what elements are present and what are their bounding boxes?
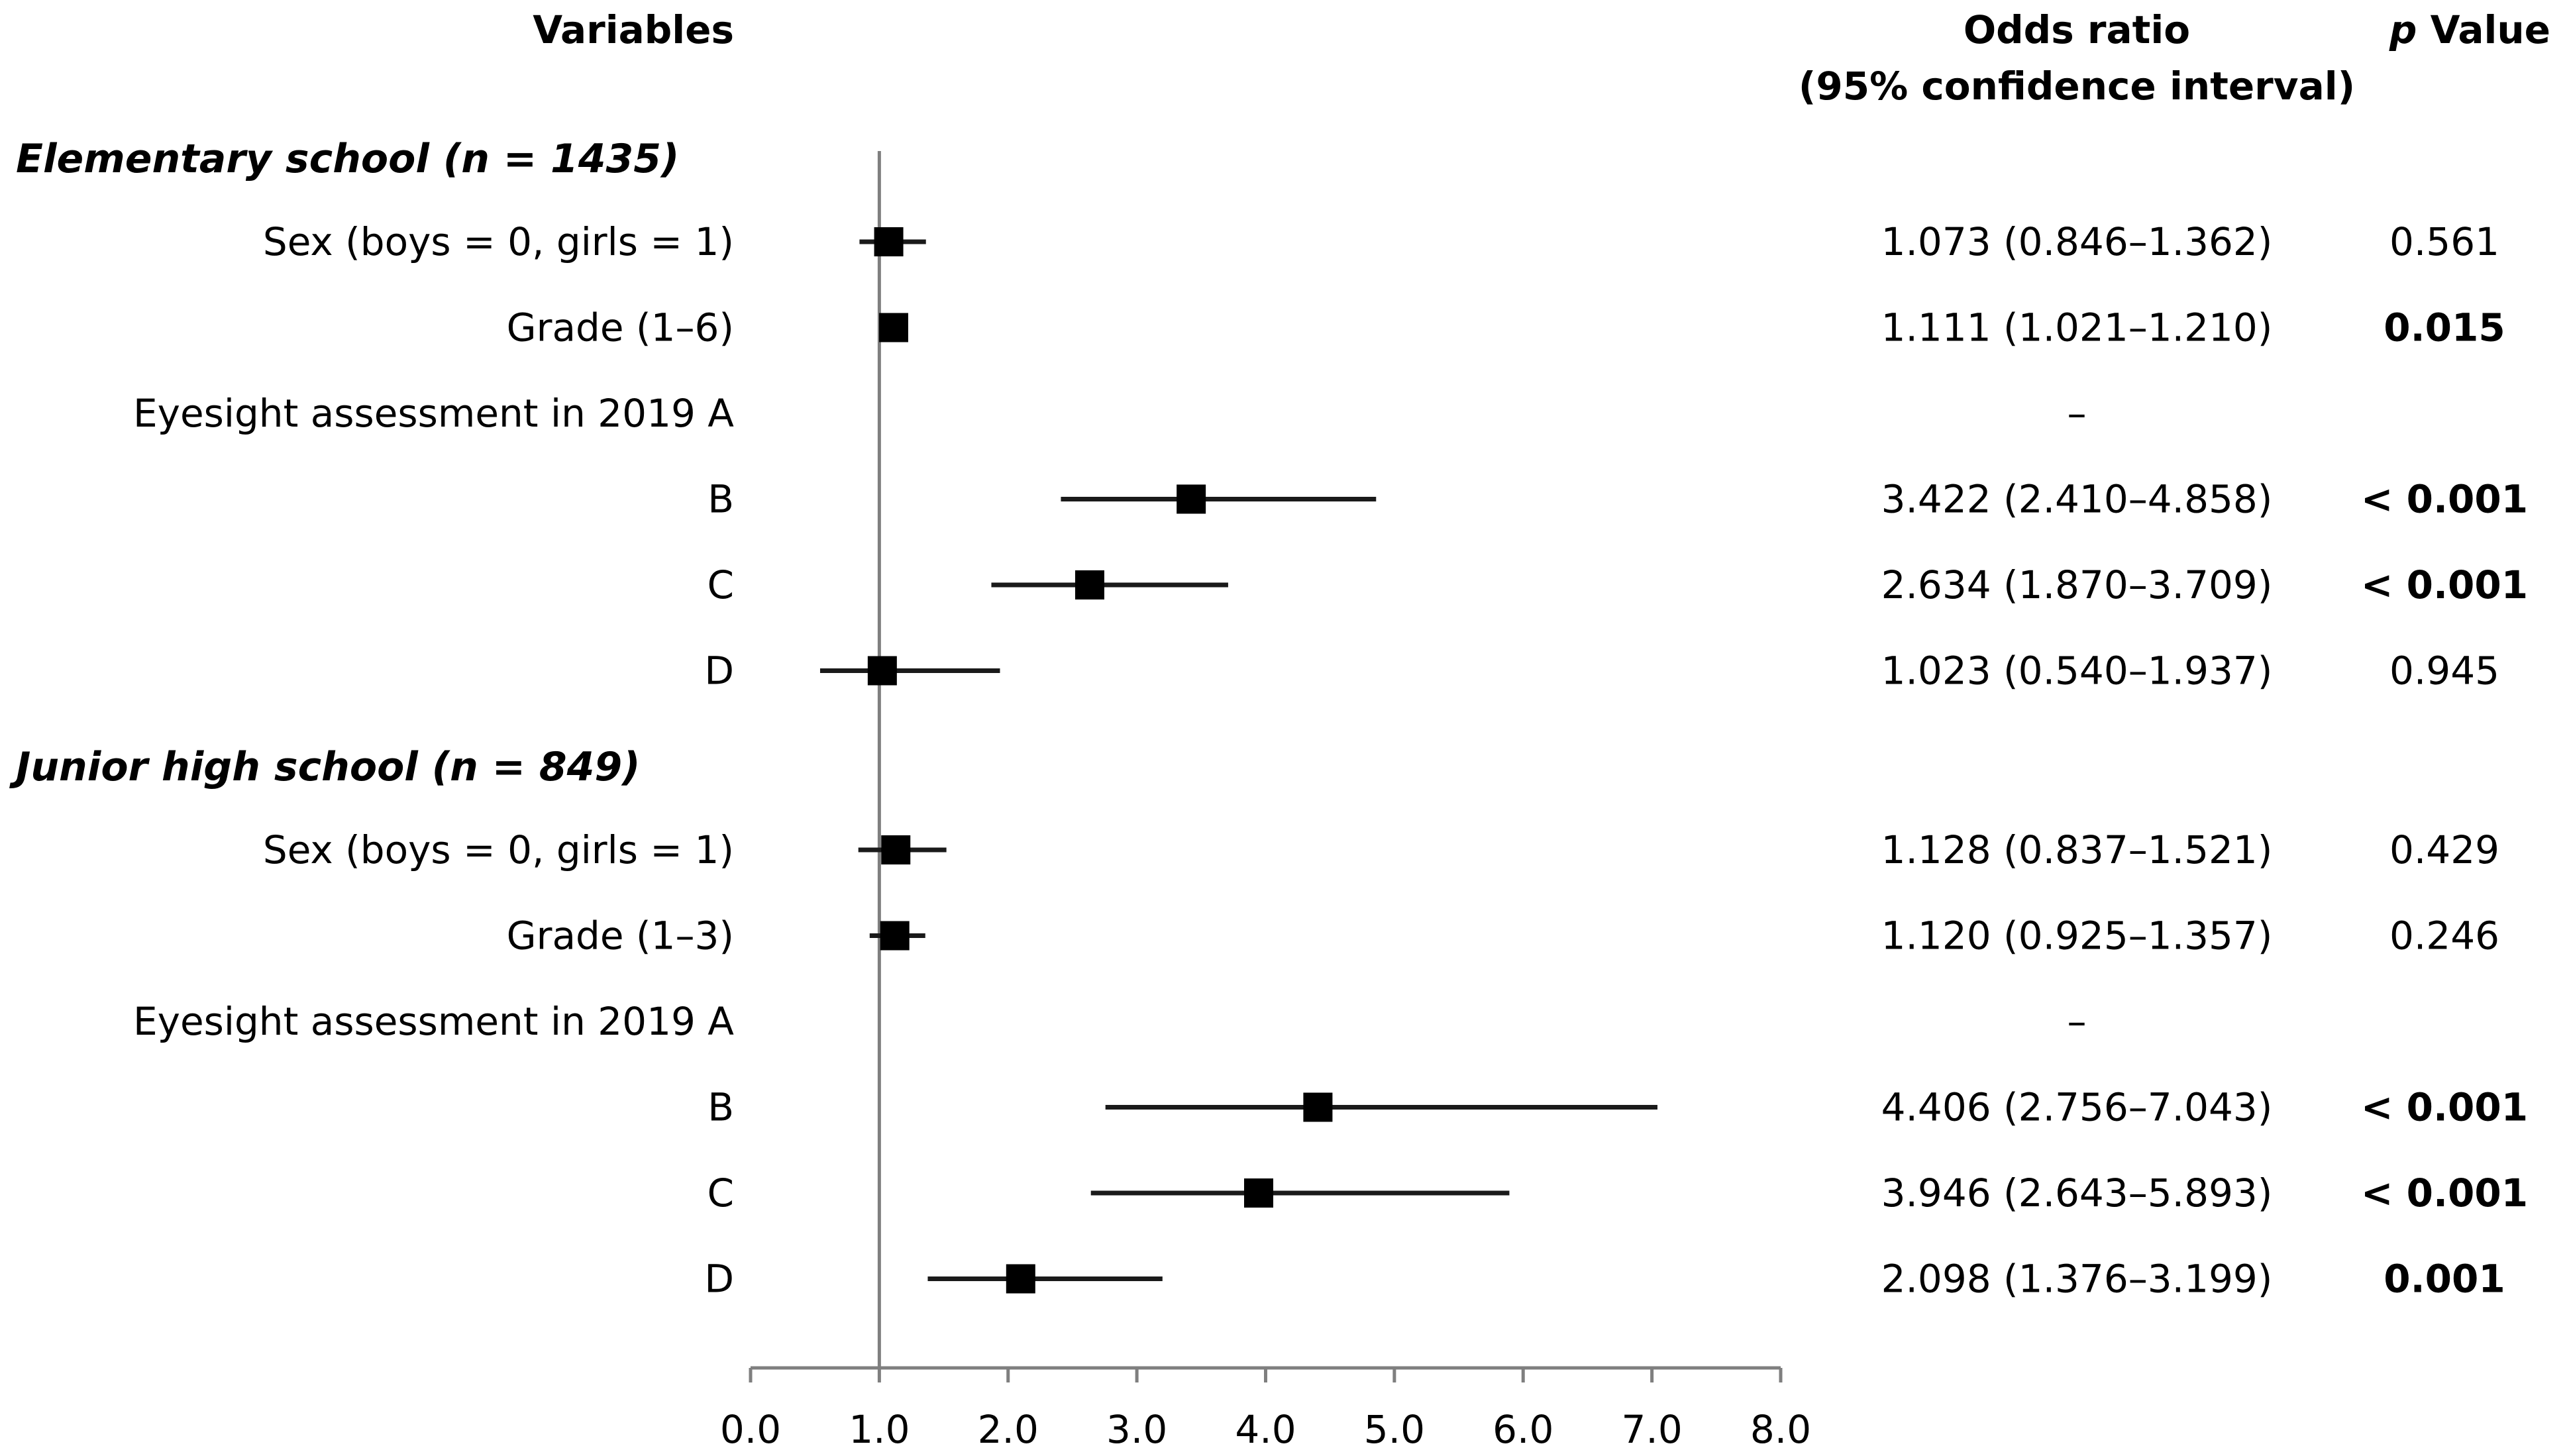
- odds-ratio-value: 4.406 (2.756–7.043): [1881, 1085, 2273, 1130]
- row-label: B: [708, 477, 734, 522]
- header-odds-ratio: Odds ratio: [1964, 7, 2190, 52]
- odds-ratio-marker: [1303, 1092, 1333, 1122]
- p-value: 0.246: [2389, 913, 2499, 959]
- p-value: < 0.001: [2361, 562, 2528, 607]
- x-tick-label: 2.0: [978, 1407, 1039, 1452]
- odds-ratio-marker: [881, 835, 911, 864]
- odds-ratio-value: –: [2068, 391, 2087, 436]
- odds-ratio-value: 3.946 (2.643–5.893): [1881, 1170, 2273, 1216]
- odds-ratio-marker: [1006, 1264, 1035, 1294]
- odds-ratio-marker: [1244, 1178, 1274, 1208]
- section-title: Elementary school (n = 1435): [16, 136, 679, 182]
- x-tick-label: 1.0: [849, 1407, 910, 1452]
- x-tick-label: 7.0: [1622, 1407, 1683, 1452]
- x-axis: 0.0 1.0 2.0 3.0 4.0 5.0 6.0 7.0 8.0: [720, 1366, 1811, 1452]
- odds-ratio-marker: [874, 227, 904, 256]
- x-tick-label: 6.0: [1493, 1407, 1553, 1452]
- header-p-value: p Value: [2389, 7, 2550, 52]
- row-label: Grade (1–6): [507, 305, 734, 350]
- row-label: Eyesight assessment in 2019 A: [133, 999, 734, 1044]
- odds-ratio-value: 1.120 (0.925–1.357): [1881, 913, 2273, 959]
- odds-ratio-value: 2.634 (1.870–3.709): [1881, 562, 2273, 607]
- header-confidence-interval: (95% confidence interval): [1799, 64, 2355, 109]
- odds-ratio-value: 1.023 (0.540–1.937): [1881, 649, 2273, 694]
- column-headers: Variables Odds ratio (95% confidence int…: [533, 7, 2550, 109]
- odds-ratio-marker: [1075, 570, 1104, 599]
- p-value: < 0.001: [2361, 477, 2528, 522]
- x-tick-label: 5.0: [1364, 1407, 1425, 1452]
- header-p-italic: p: [2389, 7, 2417, 52]
- row-label: Sex (boys = 0, girls = 1): [263, 219, 734, 264]
- odds-ratio-value: –: [2068, 999, 2087, 1044]
- row-label: C: [708, 1170, 735, 1216]
- plot-marks: [819, 151, 1657, 1368]
- odds-ratio-value: 1.073 (0.846–1.362): [1881, 219, 2273, 264]
- p-value: 0.945: [2389, 649, 2499, 694]
- p-value: 0.561: [2389, 219, 2499, 264]
- p-value: 0.015: [2384, 305, 2505, 350]
- p-value: 0.429: [2389, 827, 2499, 872]
- row-label: Eyesight assessment in 2019 A: [133, 391, 734, 436]
- p-value: < 0.001: [2361, 1170, 2528, 1216]
- odds-ratio-marker: [878, 313, 908, 342]
- header-p-rest: Value: [2417, 7, 2550, 52]
- row-label: Sex (boys = 0, girls = 1): [263, 827, 734, 872]
- odds-ratio-marker: [1177, 484, 1206, 514]
- x-tick-label: 4.0: [1235, 1407, 1296, 1452]
- row-label: C: [708, 562, 735, 607]
- table-rows: Elementary school (n = 1435) Sex (boys = …: [9, 136, 2528, 1302]
- odds-ratio-value: 1.128 (0.837–1.521): [1881, 827, 2273, 872]
- x-tick-label: 8.0: [1750, 1407, 1811, 1452]
- p-value: < 0.001: [2361, 1085, 2528, 1130]
- row-label: Grade (1–3): [507, 913, 734, 959]
- odds-ratio-value: 1.111 (1.021–1.210): [1881, 305, 2273, 350]
- x-tick-label: 0.0: [720, 1407, 781, 1452]
- odds-ratio-value: 2.098 (1.376–3.199): [1881, 1257, 2273, 1302]
- p-value: 0.001: [2384, 1257, 2505, 1302]
- section-title: Junior high school (n = 849): [9, 744, 641, 790]
- odds-ratio-value: 3.422 (2.410–4.858): [1881, 477, 2273, 522]
- header-variables: Variables: [533, 7, 734, 52]
- odds-ratio-marker: [880, 921, 910, 951]
- row-label: D: [704, 649, 734, 694]
- row-label: B: [708, 1085, 734, 1130]
- x-tick-label: 3.0: [1106, 1407, 1167, 1452]
- row-label: D: [704, 1257, 734, 1302]
- odds-ratio-marker: [867, 656, 897, 686]
